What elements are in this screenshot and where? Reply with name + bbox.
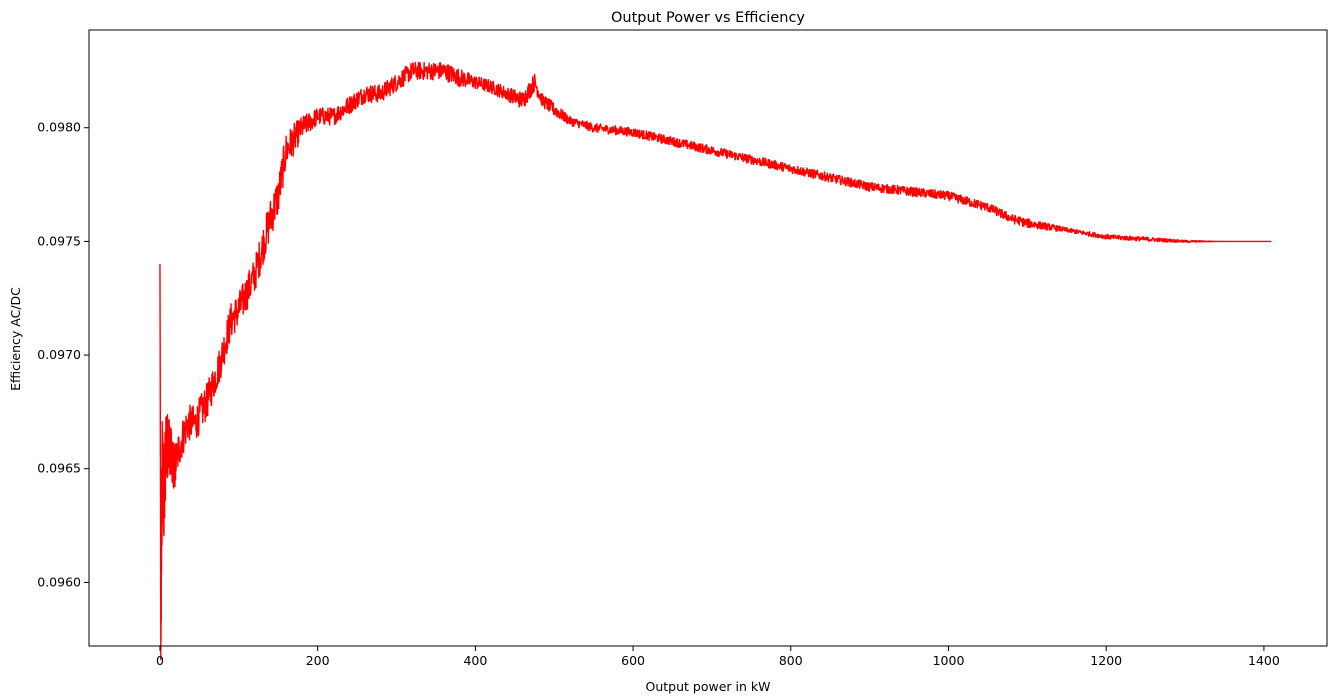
x-tick-label: 1400 [1248, 653, 1280, 668]
y-axis: 0.0960 0.0965 0.0970 0.0975 0.0980 [37, 120, 89, 589]
y-tick-label: 0.0965 [37, 461, 81, 476]
x-tick-label: 1000 [933, 653, 965, 668]
plot-frame [88, 29, 1328, 647]
plot-area [159, 61, 1272, 661]
x-tick-label: 1200 [1090, 653, 1122, 668]
x-axis: 0 200 400 600 800 1000 1200 1400 [156, 646, 1280, 668]
y-tick-label: 0.0960 [37, 574, 81, 589]
x-axis-label: Output power in kW [646, 679, 771, 694]
series-line-0 [159, 61, 1272, 661]
x-tick-label: 400 [463, 653, 487, 668]
x-tick-label: 0 [156, 653, 164, 668]
y-tick-label: 0.0975 [37, 233, 81, 248]
chart-title: Output Power vs Efficiency [611, 10, 805, 26]
x-tick-label: 200 [306, 653, 330, 668]
x-tick-label: 800 [779, 653, 803, 668]
y-axis-label: Efficiency AC/DC [8, 287, 23, 391]
y-tick-label: 0.0970 [37, 347, 81, 362]
x-tick-label: 600 [621, 653, 645, 668]
y-tick-label: 0.0980 [37, 120, 81, 135]
